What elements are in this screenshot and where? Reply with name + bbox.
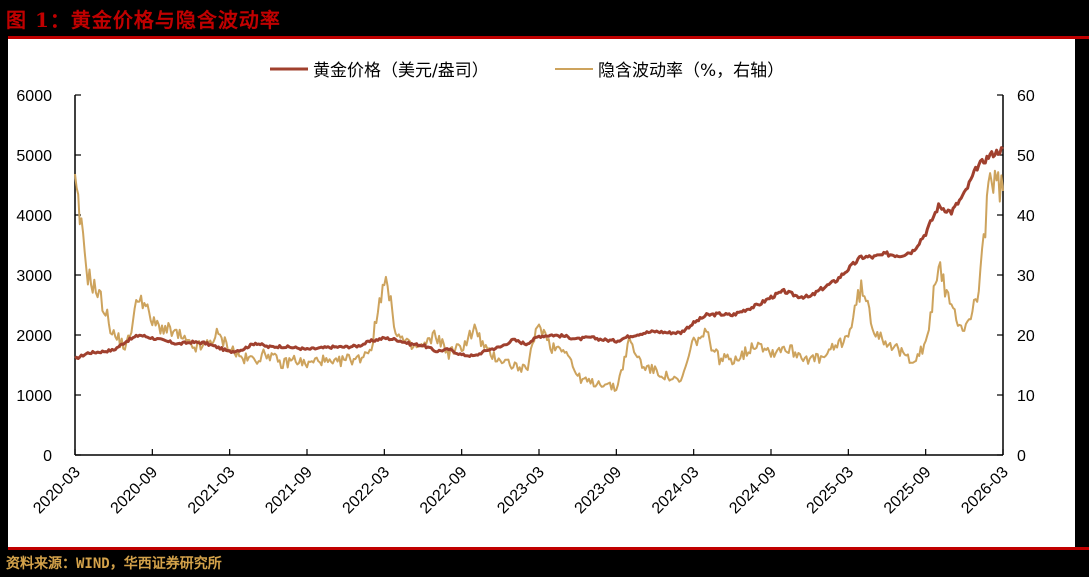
x-tick-label: 2023-09 [572, 464, 626, 518]
top-divider [8, 36, 1089, 39]
x-tick-label: 2020-03 [30, 464, 84, 518]
right-tick-label: 30 [1017, 268, 1035, 285]
x-tick-label: 2025-03 [804, 464, 858, 518]
right-tick-label: 40 [1017, 208, 1035, 225]
bottom-divider [8, 547, 1089, 550]
right-tick-label: 50 [1017, 148, 1035, 165]
chart-panel [8, 39, 1075, 547]
gold-price-line [74, 146, 1004, 360]
x-tick-label: 2024-03 [649, 464, 703, 518]
x-tick-label: 2021-09 [262, 464, 316, 518]
figure-title: 图 1：黄金价格与隐含波动率 [6, 8, 281, 32]
axes: 0 1000 2000 3000 4000 5000 6000 0 10 20 30 40 50 60 20… [16, 88, 1034, 517]
x-tick-label: 2023-03 [494, 464, 548, 518]
left-tick-label: 4000 [16, 208, 52, 225]
x-tick-label: 2020-09 [108, 464, 162, 518]
left-tick-label: 1000 [16, 388, 52, 405]
x-tick-label: 2022-03 [340, 464, 394, 518]
title-bar: 图 1：黄金价格与隐含波动率 [0, 0, 1089, 36]
x-tick-label: 2025-09 [881, 464, 935, 518]
right-tick-label: 0 [1017, 448, 1026, 465]
left-tick-label: 2000 [16, 328, 52, 345]
x-tick-label: 2024-09 [726, 464, 780, 518]
x-tick-label: 2026-03 [958, 464, 1012, 518]
x-tick-label: 2021-03 [185, 464, 239, 518]
right-tick-label: 20 [1017, 328, 1035, 345]
legend: 黄金价格（美元/盎司） 隐含波动率（%，右轴） [270, 61, 784, 81]
x-tick-label: 2022-09 [417, 464, 471, 518]
left-tick-label: 0 [43, 448, 52, 465]
right-tick-label: 10 [1017, 388, 1035, 405]
legend-label-volatility: 隐含波动率（%，右轴） [598, 61, 784, 81]
implied-volatility-line [74, 169, 1004, 392]
left-tick-label: 3000 [16, 268, 52, 285]
legend-label-gold-price: 黄金价格（美元/盎司） [313, 61, 489, 81]
source-note: 资料来源：WIND，华西证券研究所 [6, 556, 222, 572]
right-tick-label: 60 [1017, 88, 1035, 105]
series-lines [74, 146, 1004, 392]
left-tick-label: 6000 [16, 88, 52, 105]
left-tick-label: 5000 [16, 148, 52, 165]
